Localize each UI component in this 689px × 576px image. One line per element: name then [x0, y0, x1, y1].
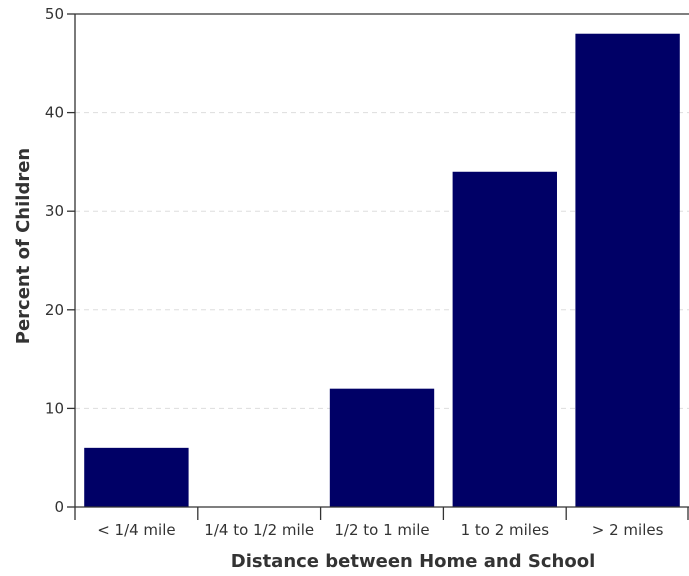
axes: [74, 13, 689, 508]
y-tick-label: 0: [54, 498, 64, 516]
x-tick-label: > 2 miles: [592, 521, 664, 539]
bar: [452, 171, 557, 507]
bar: [329, 388, 435, 507]
y-tick-label: 50: [45, 5, 64, 23]
x-tick-label: 1/4 to 1/2 mile: [204, 521, 314, 539]
y-tick-label: 20: [45, 301, 64, 319]
y-tick-label: 10: [45, 399, 64, 417]
y-tick-label: 40: [45, 104, 64, 122]
y-ticks: 0 10 20 30 40 50: [45, 5, 75, 516]
x-axis-title: Distance between Home and School: [231, 551, 595, 572]
bar: [575, 33, 680, 507]
x-tick-label: 1/2 to 1 mile: [334, 521, 429, 539]
x-tick-label: < 1/4 mile: [97, 521, 175, 539]
y-axis-title: Percent of Children: [13, 148, 34, 344]
bar: [84, 447, 189, 507]
y-tick-label: 30: [45, 202, 64, 220]
x-ticks: < 1/4 mile 1/4 to 1/2 mile 1/2 to 1 mile 1 …: [74, 507, 689, 539]
bars: [84, 33, 680, 507]
x-tick-label: 1 to 2 miles: [461, 521, 550, 539]
